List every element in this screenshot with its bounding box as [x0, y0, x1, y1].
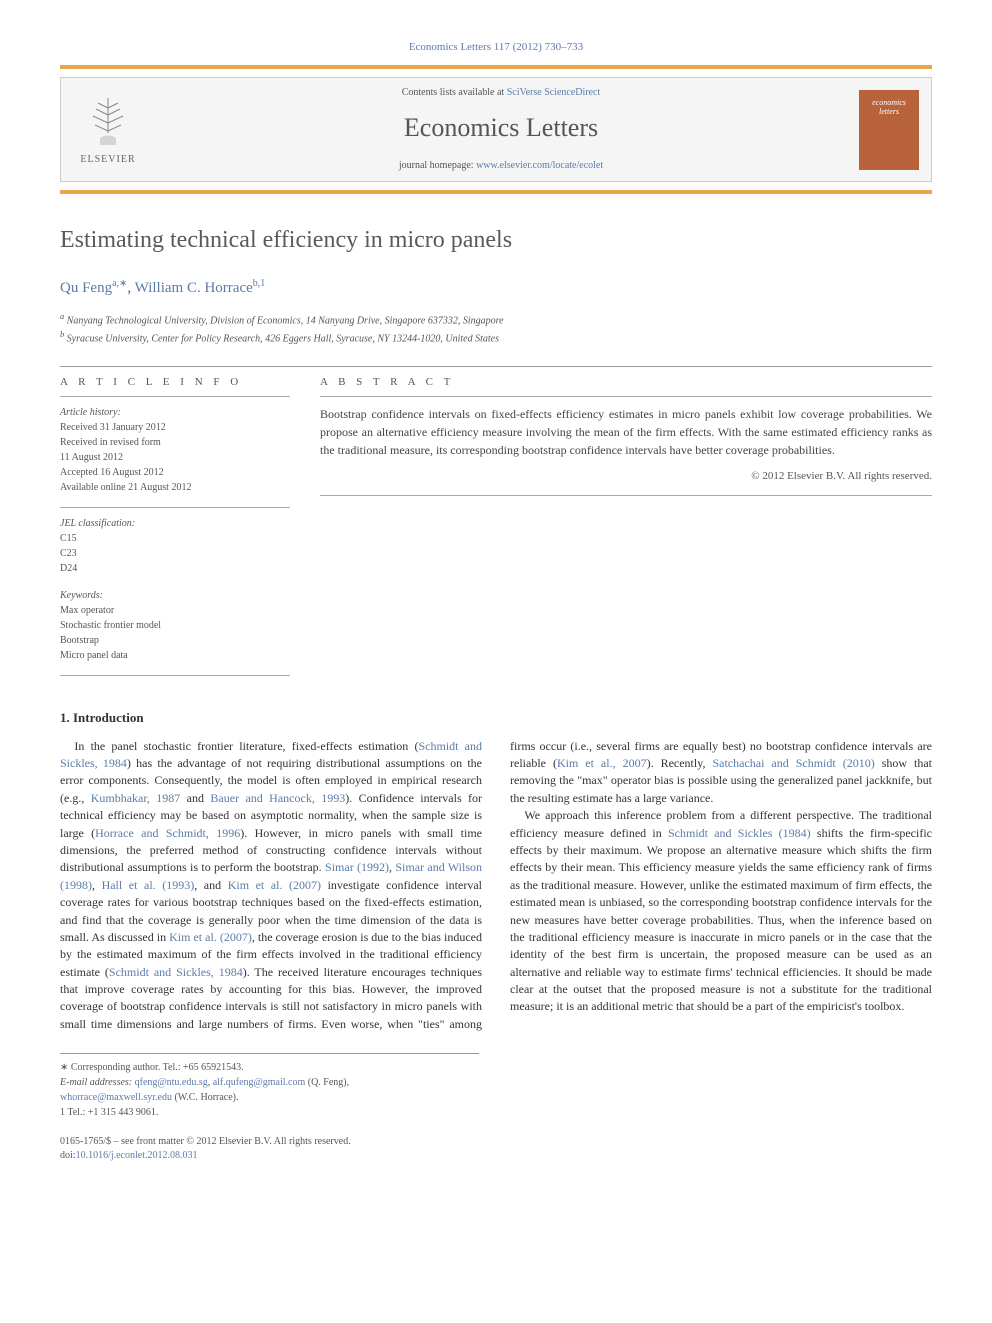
para-2: We approach this inference problem from …	[510, 807, 932, 1016]
abstract-copyright: © 2012 Elsevier B.V. All rights reserved…	[320, 469, 932, 484]
cover-text-1: economics	[872, 98, 906, 108]
abstract-col: A B S T R A C T Bootstrap confidence int…	[320, 375, 932, 684]
jel-2: D24	[60, 561, 290, 576]
doi-line: doi:10.1016/j.econlet.2012.08.031	[60, 1149, 932, 1163]
kw-0: Max operator	[60, 603, 290, 618]
history-0: Received 31 January 2012	[60, 420, 290, 435]
authors-line: Qu Fenga,∗, William C. Horraceb,1	[60, 277, 932, 299]
history-4: Available online 21 August 2012	[60, 480, 290, 495]
accent-bar-top	[60, 65, 932, 69]
p1g: ,	[92, 878, 102, 892]
keywords-block: Keywords: Max operator Stochastic fronti…	[60, 588, 290, 663]
cite-kim-2007a[interactable]: Kim et al. (2007)	[228, 878, 321, 892]
journal-header-box: ELSEVIER Contents lists available at Sci…	[60, 77, 932, 181]
p1a: In the panel stochastic frontier literat…	[74, 739, 418, 753]
affiliations: a Nanyang Technological University, Divi…	[60, 311, 932, 346]
sciencedirect-link[interactable]: SciVerse ScienceDirect	[507, 87, 601, 98]
publisher-label: ELSEVIER	[80, 153, 135, 167]
affiliation-a-text: Nanyang Technological University, Divisi…	[67, 316, 504, 327]
jel-block: JEL classification: C15 C23 D24	[60, 516, 290, 576]
jel-label: JEL classification:	[60, 516, 290, 531]
author-2-sup: b,1	[253, 278, 266, 289]
affiliation-a: a Nanyang Technological University, Divi…	[60, 311, 932, 328]
issn-line: 0165-1765/$ – see front matter © 2012 El…	[60, 1135, 932, 1149]
cite-schmidt-sickles-c[interactable]: Schmidt and Sickles (1984)	[668, 826, 811, 840]
cite-simar-1992[interactable]: Simar (1992)	[325, 860, 389, 874]
p1h: , and	[194, 878, 227, 892]
doi-prefix: doi:	[60, 1150, 76, 1161]
section-1: 1. Introduction In the panel stochastic …	[60, 709, 932, 1033]
email-label: E-mail addresses:	[60, 1077, 132, 1088]
doi-link[interactable]: 10.1016/j.econlet.2012.08.031	[76, 1150, 198, 1161]
corresponding-author: ∗ Corresponding author. Tel.: +65 659215…	[60, 1060, 479, 1075]
abstract-heading: A B S T R A C T	[320, 375, 932, 390]
history-1: Received in revised form	[60, 435, 290, 450]
cite-schmidt-sickles-b2[interactable]: 1984	[219, 965, 243, 979]
cite-schmidt-sickles-b[interactable]: Schmidt and Sickles,	[109, 965, 214, 979]
journal-homepage-line: journal homepage: www.elsevier.com/locat…	[143, 159, 859, 173]
homepage-link[interactable]: www.elsevier.com/locate/ecolet	[476, 160, 603, 171]
cite-kumbhakar[interactable]: Kumbhakar, 1987	[91, 791, 181, 805]
email3-suffix: (W.C. Horrace).	[172, 1092, 239, 1103]
affiliation-b-text: Syracuse University, Center for Policy R…	[67, 333, 499, 344]
cite-satchachai[interactable]: Satchachai and Schmidt (2010)	[712, 756, 874, 770]
publisher-logo: ELSEVIER	[73, 90, 143, 170]
journal-cover-thumbnail: economics letters	[859, 90, 919, 170]
jel-0: C15	[60, 531, 290, 546]
info-hr-2	[60, 507, 290, 508]
article-history-block: Article history: Received 31 January 201…	[60, 405, 290, 495]
header-center: Contents lists available at SciVerse Sci…	[143, 86, 859, 172]
email-3[interactable]: whorrace@maxwell.syr.edu	[60, 1092, 172, 1103]
author-2[interactable]: William C. Horrace	[135, 280, 253, 296]
history-label: Article history:	[60, 405, 290, 420]
p1c: and	[180, 791, 210, 805]
cite-kim-2007b[interactable]: Kim et al. (2007)	[169, 930, 252, 944]
article-info-col: A R T I C L E I N F O Article history: R…	[60, 375, 290, 684]
accent-bar-bottom	[60, 190, 932, 194]
email2-suffix: (Q. Feng),	[305, 1077, 349, 1088]
section-1-heading: 1. Introduction	[60, 709, 932, 727]
bottom-publication-info: 0165-1765/$ – see front matter © 2012 El…	[60, 1135, 932, 1163]
elsevier-tree-icon	[78, 93, 138, 153]
article-info-heading: A R T I C L E I N F O	[60, 375, 290, 390]
affiliation-b: b Syracuse University, Center for Policy…	[60, 329, 932, 346]
homepage-prefix: journal homepage:	[399, 160, 476, 171]
abstract-hr	[320, 396, 932, 397]
cite-hall[interactable]: Hall et al. (1993)	[102, 878, 195, 892]
email-2[interactable]: alf.qufeng@gmail.com	[213, 1077, 306, 1088]
contents-lists-line: Contents lists available at SciVerse Sci…	[143, 86, 859, 100]
body-columns: In the panel stochastic frontier literat…	[60, 738, 932, 1034]
author-1[interactable]: Qu Feng	[60, 280, 112, 296]
cite-horrace-schmidt[interactable]: Horrace and Schmidt, 1996	[95, 826, 240, 840]
info-abstract-row: A R T I C L E I N F O Article history: R…	[60, 375, 932, 684]
kw-3: Micro panel data	[60, 648, 290, 663]
cite-bauer[interactable]: Bauer and Hancock, 1993	[210, 791, 345, 805]
journal-name: Economics Letters	[143, 110, 859, 146]
email-line: E-mail addresses: qfeng@ntu.edu.sg, alf.…	[60, 1075, 479, 1090]
info-hr-3	[60, 675, 290, 676]
kw-1: Stochastic frontier model	[60, 618, 290, 633]
abstract-hr-2	[320, 495, 932, 496]
citation-header: Economics Letters 117 (2012) 730–733	[60, 40, 932, 55]
contents-prefix: Contents lists available at	[402, 87, 507, 98]
history-3: Accepted 16 August 2012	[60, 465, 290, 480]
footnotes: ∗ Corresponding author. Tel.: +65 659215…	[60, 1053, 479, 1120]
email-1[interactable]: qfeng@ntu.edu.sg	[135, 1077, 208, 1088]
cite-kim-2007c[interactable]: Kim et al., 2007	[557, 756, 647, 770]
kw-2: Bootstrap	[60, 633, 290, 648]
hr-1	[60, 366, 932, 367]
keywords-label: Keywords:	[60, 588, 290, 603]
p1l: ). Recently,	[647, 756, 713, 770]
jel-1: C23	[60, 546, 290, 561]
cover-text-2: letters	[879, 107, 899, 117]
info-hr-1	[60, 396, 290, 397]
email-line-2: whorrace@maxwell.syr.edu (W.C. Horrace).	[60, 1090, 479, 1105]
author-1-sup: a,∗	[112, 278, 127, 289]
history-2: 11 August 2012	[60, 450, 290, 465]
footnote-1: 1 Tel.: +1 315 443 9061.	[60, 1105, 479, 1120]
abstract-text: Bootstrap confidence intervals on fixed-…	[320, 405, 932, 459]
page-container: Economics Letters 117 (2012) 730–733 ELS…	[0, 0, 992, 1193]
article-title: Estimating technical efficiency in micro…	[60, 224, 932, 258]
p2b: shifts the firm-specific effects by thei…	[510, 826, 932, 1014]
